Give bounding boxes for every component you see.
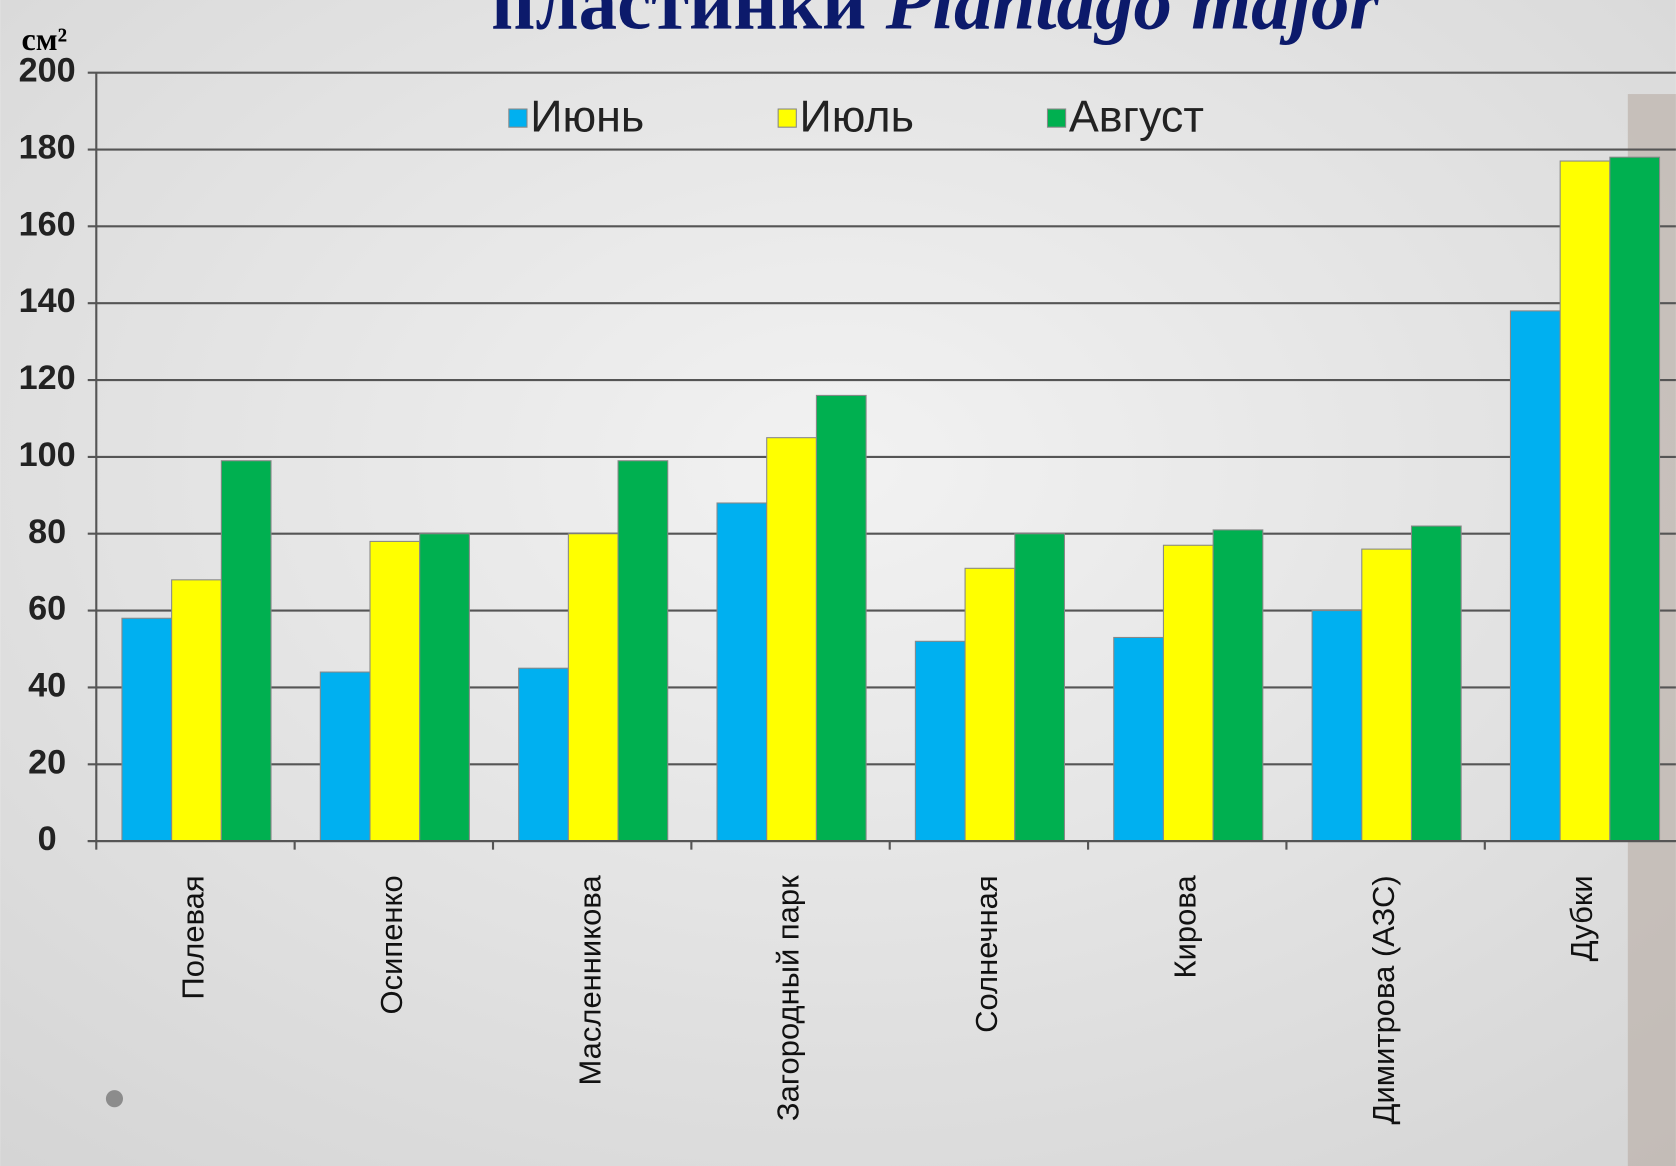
y-tick-label: 20	[28, 743, 66, 781]
bar	[220, 460, 272, 842]
chart-title: пластинки Plantago major	[491, 0, 1380, 45]
bar	[171, 579, 222, 842]
legend-swatch	[508, 108, 528, 128]
bar	[567, 533, 619, 842]
legend-label: Август	[1069, 91, 1204, 142]
y-tick-label: 200	[19, 52, 76, 90]
bar	[1113, 636, 1164, 842]
y-tick-label: 0	[38, 820, 57, 858]
bar	[1559, 160, 1611, 842]
bullet	[105, 1090, 124, 1108]
bar	[518, 667, 569, 842]
x-tick-label: Полевая	[176, 875, 211, 999]
x-tick-label: Дубки	[1564, 875, 1599, 961]
y-tick-label: 160	[19, 205, 76, 243]
legend-swatch	[1046, 108, 1067, 128]
bar	[319, 671, 371, 842]
bar	[1410, 525, 1462, 842]
y-tick-label: 140	[19, 282, 76, 320]
legend-swatch	[777, 108, 797, 128]
bar	[1162, 544, 1214, 842]
y-tick-label: 120	[19, 359, 76, 397]
bar	[1609, 156, 1661, 842]
x-tick-label: Загородный парк	[771, 875, 806, 1121]
bar	[419, 533, 470, 842]
bar	[1311, 610, 1363, 842]
bar	[1212, 529, 1264, 842]
bar	[617, 460, 669, 842]
y-tick-label: 100	[19, 436, 76, 474]
legend-label: Июль	[800, 91, 915, 142]
title-main: пластинки	[491, 0, 866, 45]
x-tick-label: Димитрова (АЗС)	[1366, 875, 1401, 1124]
bar	[1361, 548, 1413, 842]
bar	[716, 502, 768, 842]
bar	[766, 437, 817, 842]
x-tick-label: Кирова	[1167, 875, 1202, 979]
bar	[1014, 533, 1066, 842]
title-italic: Plantago major	[885, 0, 1381, 45]
x-tick-label: Солнечная	[969, 875, 1004, 1033]
bar	[815, 394, 867, 842]
x-tick-label: Масленникова	[572, 875, 607, 1086]
y-tick-label: 80	[28, 513, 66, 551]
y-tick-label: 60	[28, 590, 66, 628]
bar	[964, 567, 1016, 842]
bar	[914, 640, 966, 842]
legend-label: Июнь	[530, 91, 644, 142]
y-axis-label: см²	[21, 21, 67, 57]
bar	[121, 617, 173, 842]
bar	[369, 540, 421, 842]
bar	[1509, 310, 1561, 842]
x-tick-label: Осипенко	[374, 875, 409, 1014]
y-tick-label: 40	[28, 666, 66, 704]
y-tick-label: 180	[19, 129, 76, 167]
